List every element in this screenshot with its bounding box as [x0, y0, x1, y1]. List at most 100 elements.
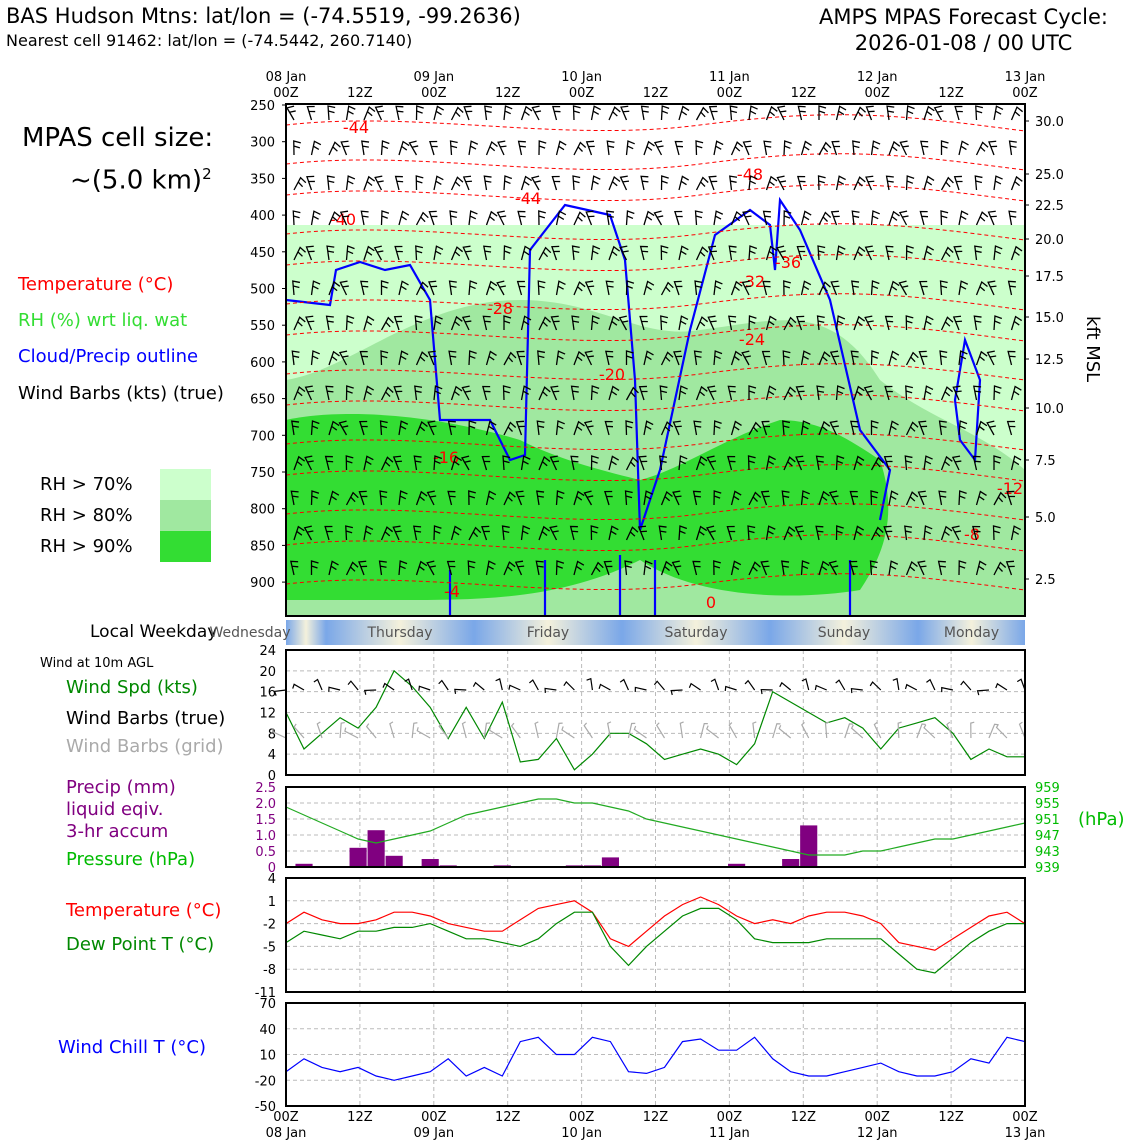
wind-barb — [363, 455, 374, 471]
wind-barb — [573, 560, 585, 576]
wind-barb — [920, 140, 929, 156]
wind-barb — [660, 281, 674, 296]
rh90-swatch — [160, 531, 211, 562]
wind-barb — [497, 140, 507, 156]
wind-barb — [797, 175, 806, 191]
wind-barb — [413, 525, 422, 541]
temp-tick-label: -8 — [263, 963, 276, 978]
temperature-contour — [285, 464, 1026, 482]
wind-barb — [360, 280, 369, 296]
wind-barb — [291, 420, 300, 436]
wind-barb-grid — [923, 724, 936, 739]
wind-barb — [485, 280, 498, 296]
wind-barb — [748, 561, 761, 576]
wind-barb-grid — [844, 723, 854, 739]
wind-barb — [310, 210, 321, 226]
wind-barb — [590, 315, 600, 331]
pressure-unit: (hPa) — [1078, 809, 1125, 830]
wind-barb — [765, 455, 776, 471]
precip-bar — [349, 847, 367, 867]
wind-barb — [345, 525, 354, 541]
wind-barb-true — [418, 685, 431, 691]
wind-barb — [849, 560, 858, 576]
wind-barb — [447, 420, 456, 436]
wind-barb — [550, 385, 560, 401]
wind-barb — [345, 455, 354, 471]
wind-barb — [800, 350, 811, 366]
forecast-cycle: AMPS MPAS Forecast Cycle: 2026-01-08 / 0… — [819, 4, 1108, 56]
wind-barb — [818, 560, 830, 576]
wind-barb — [379, 490, 388, 506]
wind-barb — [713, 140, 724, 156]
wind-barb — [304, 385, 315, 401]
wind-barb — [468, 280, 478, 296]
temperature-contour — [285, 114, 1026, 132]
wind-barb — [713, 280, 723, 296]
temp-label: Temperature (°C) — [66, 900, 222, 921]
wind-barb — [816, 385, 825, 401]
wind-barb — [730, 420, 742, 436]
wind-barb — [923, 455, 933, 471]
wind-barb — [572, 105, 581, 121]
wind-barb — [658, 525, 667, 541]
top-date-label: 13 Jan — [1005, 70, 1046, 85]
wind-barb — [972, 455, 981, 471]
wind-barb — [503, 175, 513, 191]
wind-barb-grid — [1018, 721, 1026, 739]
wind-barb — [538, 246, 552, 261]
wind-barb — [747, 525, 756, 541]
wind-barb — [345, 491, 359, 506]
wind-barb — [414, 385, 423, 401]
top-hour-label: 12Z — [347, 86, 373, 101]
wind-barb — [415, 560, 428, 576]
wind-barb — [974, 245, 983, 261]
wind-barb — [395, 105, 404, 121]
wind-barb-true — [586, 677, 594, 691]
wind-barb — [1010, 245, 1023, 261]
wind-barb — [450, 315, 463, 331]
wind-barb — [853, 176, 866, 191]
precip-tick-label: 2.0 — [255, 797, 276, 812]
wind-barb — [398, 280, 409, 296]
wind-barb — [555, 420, 565, 436]
wind-barb-true — [472, 681, 485, 691]
wind-barb — [503, 491, 516, 506]
wind-barb — [482, 385, 491, 401]
wind-barb — [359, 420, 368, 436]
wind-barb — [325, 315, 334, 331]
wind-barb — [394, 175, 404, 191]
wind-barb-grid — [824, 721, 830, 739]
wind-barb-grid — [583, 722, 593, 739]
wind-barb — [1010, 106, 1024, 121]
wind-barb — [938, 490, 947, 506]
wind-barb — [905, 245, 914, 261]
top-hour-label: 00Z — [1012, 86, 1038, 101]
wind-barb — [449, 210, 458, 226]
wind-barb — [292, 210, 301, 226]
wind-barb — [870, 280, 880, 296]
wind-barb — [800, 210, 812, 226]
wind-barb-true — [563, 681, 575, 691]
wind-barb — [800, 490, 810, 506]
temperature-contour — [285, 433, 1026, 451]
wind-barb — [551, 175, 561, 191]
bottom-hour-label: 00Z — [717, 1110, 743, 1125]
pressure-tick-label: 943 — [1035, 845, 1060, 860]
wind-barb — [485, 350, 497, 366]
wind-barb — [328, 560, 339, 576]
wind-barb — [503, 561, 516, 576]
wind-barb — [905, 491, 919, 506]
wind-barb-true — [328, 686, 341, 692]
wind-barb — [328, 280, 341, 296]
wind-barb — [958, 210, 969, 226]
wind-barb — [326, 175, 335, 191]
weekday-band — [622, 620, 770, 645]
wind-barb — [1010, 175, 1023, 191]
wind-barb — [988, 140, 998, 156]
wind-barb — [433, 105, 445, 121]
top-hour-label: 00Z — [273, 86, 299, 101]
wind-barb — [625, 210, 635, 226]
wind-barb — [374, 175, 384, 191]
wind-barb — [870, 456, 884, 471]
